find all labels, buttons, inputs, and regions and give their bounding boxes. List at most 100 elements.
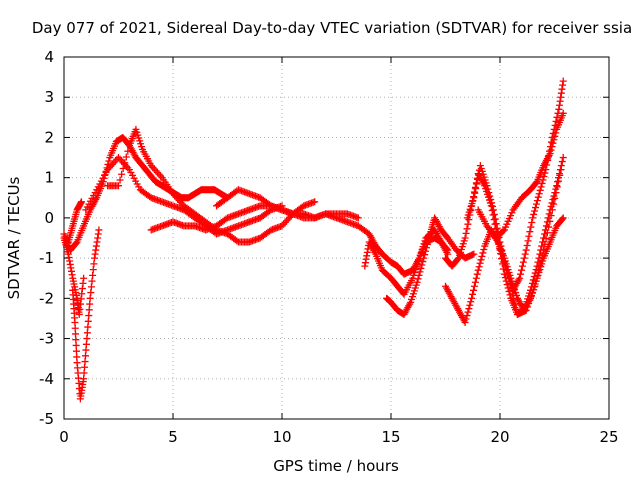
- data-point: [473, 270, 481, 278]
- data-point: [416, 268, 424, 276]
- data-point: [473, 180, 481, 188]
- data-point: [150, 165, 158, 173]
- data-point: [558, 215, 566, 223]
- data-point: [116, 176, 124, 184]
- data-point: [524, 237, 532, 245]
- data-point: [421, 251, 429, 259]
- data-point: [540, 246, 548, 254]
- data-point: [157, 172, 165, 180]
- data-point: [418, 261, 426, 269]
- data-point: [541, 240, 549, 248]
- data-point: [551, 194, 559, 202]
- data-point: [497, 250, 505, 258]
- data-point: [483, 182, 491, 190]
- data-point: [517, 266, 525, 274]
- data-point: [474, 266, 482, 274]
- data-point: [467, 298, 475, 306]
- data-point: [489, 206, 497, 214]
- data-point: [417, 264, 425, 272]
- data-point: [508, 290, 516, 298]
- data-point: [464, 308, 472, 316]
- data-point: [523, 241, 531, 249]
- chart-grid: [64, 57, 609, 419]
- series-track-k: [442, 154, 567, 318]
- data-point: [155, 170, 163, 178]
- data-point: [475, 263, 483, 271]
- series-track-d: [64, 198, 85, 246]
- data-point: [519, 258, 527, 266]
- data-point: [493, 224, 501, 232]
- chart-tick-labels: 0 5 10 15 20 25 -5 -4 -3 -2 -1 0 1 2 3 4: [39, 48, 619, 446]
- data-point: [525, 232, 533, 240]
- data-point: [532, 200, 540, 208]
- data-point: [420, 254, 428, 262]
- data-point: [118, 170, 126, 178]
- data-point: [477, 256, 485, 264]
- data-point: [505, 274, 513, 282]
- data-point: [124, 147, 132, 155]
- y-tick-label: -3: [39, 330, 54, 348]
- y-tick-label: -4: [39, 370, 54, 388]
- data-point: [542, 235, 550, 243]
- data-point: [115, 182, 122, 190]
- data-point: [80, 274, 88, 282]
- data-point: [470, 286, 478, 294]
- data-point: [463, 312, 471, 320]
- data-point: [548, 206, 556, 214]
- data-point: [549, 139, 557, 147]
- data-point: [532, 277, 540, 285]
- data-point: [552, 129, 560, 137]
- data-point: [547, 146, 555, 154]
- data-point: [470, 282, 478, 290]
- data-point: [533, 197, 541, 205]
- data-point: [110, 159, 118, 167]
- data-point: [498, 254, 506, 262]
- data-point: [424, 237, 432, 245]
- data-point: [526, 296, 534, 304]
- data-point: [284, 215, 292, 223]
- data-point: [111, 157, 119, 165]
- series-track-i: [361, 226, 452, 298]
- data-point: [527, 293, 535, 301]
- data-point: [419, 258, 427, 266]
- data-point: [422, 247, 430, 255]
- data-point: [488, 199, 496, 207]
- data-point: [559, 154, 567, 162]
- data-point: [546, 150, 554, 158]
- series-track-n: [474, 109, 567, 242]
- data-point: [479, 249, 487, 257]
- data-point: [153, 168, 161, 176]
- data-point: [496, 246, 504, 254]
- data-point: [480, 245, 488, 253]
- data-point: [281, 218, 289, 226]
- data-point: [500, 258, 508, 266]
- y-tick-label: 0: [44, 209, 54, 227]
- data-point: [468, 294, 476, 302]
- data-point: [464, 220, 472, 228]
- data-point: [503, 270, 511, 278]
- data-point: [528, 218, 536, 226]
- plot-frame: [63, 56, 610, 420]
- data-point: [522, 306, 530, 314]
- data-point: [415, 271, 423, 279]
- series-track-m: [463, 77, 567, 294]
- series-track-o: [496, 166, 565, 318]
- series-track-h: [213, 186, 452, 278]
- data-point: [354, 214, 362, 222]
- data-point: [527, 223, 535, 231]
- data-point: [535, 267, 543, 275]
- data-point: [511, 300, 519, 308]
- data-point: [463, 225, 471, 233]
- data-point: [121, 159, 129, 167]
- data-point: [521, 250, 529, 258]
- data-point: [558, 158, 566, 166]
- data-point: [461, 318, 469, 326]
- data-point: [476, 259, 484, 267]
- data-point: [470, 194, 478, 202]
- data-point: [559, 77, 567, 85]
- y-tick-label: -1: [39, 249, 54, 267]
- data-point: [413, 278, 421, 286]
- data-point: [559, 109, 567, 117]
- data-point: [535, 190, 543, 198]
